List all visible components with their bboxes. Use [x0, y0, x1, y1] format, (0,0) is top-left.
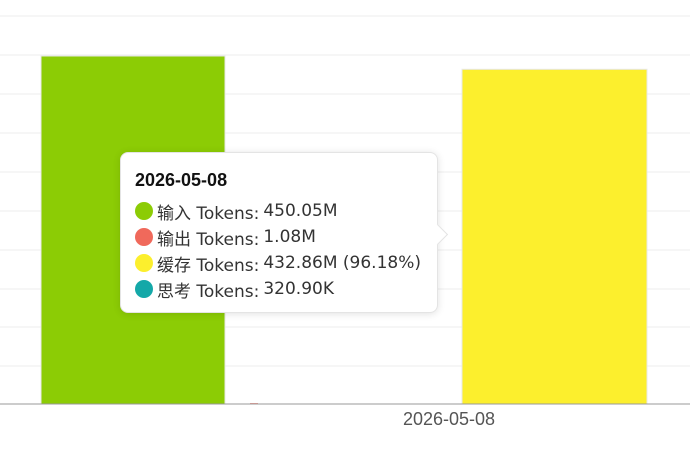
legend-dot-icon: [135, 228, 153, 246]
legend-dot-icon: [135, 280, 153, 298]
tooltip-value: 1.08M: [263, 227, 316, 247]
legend-dot-icon: [135, 202, 153, 220]
tooltip: 2026-05-08 输入 Tokens: 450.05M 输出 Tokens:…: [120, 152, 438, 313]
tooltip-label: 输出 Tokens:: [157, 229, 260, 250]
x-tick-label: 2026-05-08: [402, 409, 496, 429]
tooltip-value: 450.05M: [263, 201, 338, 221]
legend-dot-icon: [135, 254, 153, 272]
tooltip-value: 432.86M (96.18%): [263, 253, 421, 273]
tooltip-row-cache: 缓存 Tokens: 432.86M (96.18%): [135, 250, 423, 276]
tooltip-label: 思考 Tokens:: [157, 281, 260, 302]
tooltip-row-input: 输入 Tokens: 450.05M: [135, 198, 423, 224]
tooltip-row-output: 输出 Tokens: 1.08M: [135, 224, 423, 250]
tooltip-value: 320.90K: [263, 279, 334, 299]
tooltip-label: 输入 Tokens:: [157, 203, 260, 224]
tooltip-row-thinking: 思考 Tokens: 320.90K: [135, 276, 423, 302]
tooltip-title: 2026-05-08: [135, 170, 228, 190]
bar-cache-tokens[interactable]: [461, 68, 648, 405]
tooltip-label: 缓存 Tokens:: [157, 255, 260, 276]
